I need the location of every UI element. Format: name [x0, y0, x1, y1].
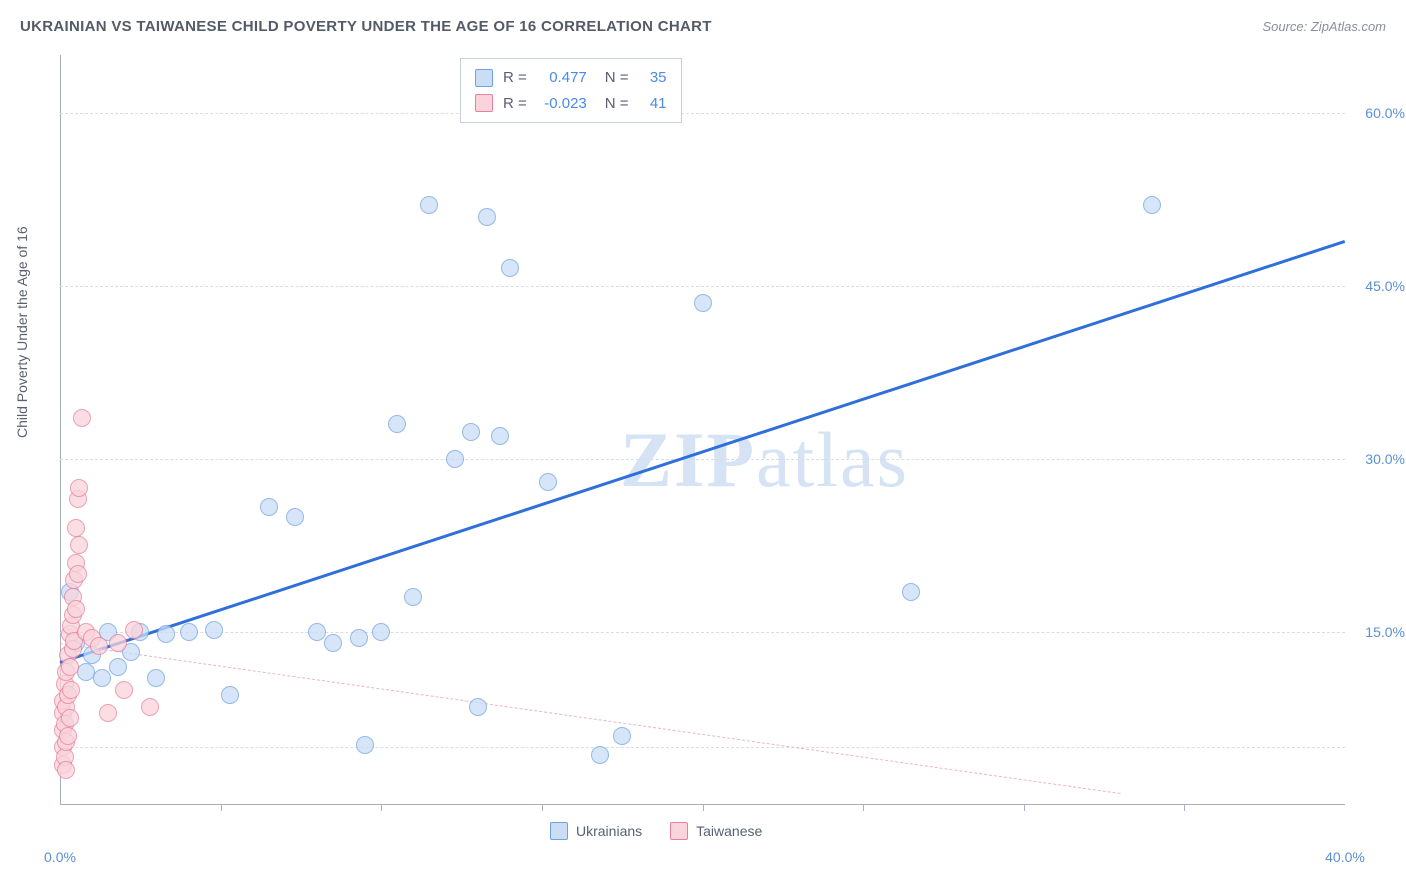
scatter-point-ukrainians [591, 746, 609, 764]
y-tick-label: 15.0% [1365, 624, 1405, 640]
scatter-point-ukrainians [613, 727, 631, 745]
y-tick-label: 45.0% [1365, 278, 1405, 294]
scatter-point-taiwanese [61, 709, 79, 727]
scatter-point-ukrainians [694, 294, 712, 312]
chart-header: UKRAINIAN VS TAIWANESE CHILD POVERTY UND… [20, 18, 1386, 35]
legend-swatch [475, 69, 493, 87]
scatter-point-ukrainians [388, 415, 406, 433]
x-tick [381, 805, 382, 811]
scatter-point-ukrainians [205, 621, 223, 639]
scatter-point-ukrainians [260, 498, 278, 516]
n-value: 41 [639, 91, 667, 117]
x-tick-label: 40.0% [1325, 849, 1365, 865]
scatter-point-taiwanese [125, 621, 143, 639]
stats-row: R = 0.477 N = 35 [475, 65, 667, 91]
scatter-point-ukrainians [324, 634, 342, 652]
scatter-point-ukrainians [491, 427, 509, 445]
scatter-point-taiwanese [141, 698, 159, 716]
scatter-point-ukrainians [308, 623, 326, 641]
n-value: 35 [639, 65, 667, 91]
scatter-point-taiwanese [57, 761, 75, 779]
x-tick [703, 805, 704, 811]
scatter-point-ukrainians [501, 259, 519, 277]
scatter-point-ukrainians [350, 629, 368, 647]
r-label: R = [503, 65, 527, 91]
n-label: N = [605, 65, 629, 91]
scatter-point-ukrainians [539, 473, 557, 491]
grid-line [60, 286, 1345, 287]
grid-line [60, 459, 1345, 460]
r-label: R = [503, 91, 527, 117]
y-axis-label: Child Poverty Under the Age of 16 [14, 226, 30, 438]
scatter-point-taiwanese [73, 409, 91, 427]
scatter-point-ukrainians [420, 196, 438, 214]
x-tick [1024, 805, 1025, 811]
legend-label: Taiwanese [696, 823, 762, 839]
watermark: ZIPatlas [620, 415, 909, 505]
scatter-point-ukrainians [180, 623, 198, 641]
scatter-point-taiwanese [62, 681, 80, 699]
scatter-point-taiwanese [67, 600, 85, 618]
scatter-point-taiwanese [70, 479, 88, 497]
scatter-point-ukrainians [147, 669, 165, 687]
trend-line-taiwanese [60, 643, 1120, 794]
stats-row: R = -0.023 N = 41 [475, 91, 667, 117]
stats-box: R = 0.477 N = 35 R = -0.023 N = 41 [460, 58, 682, 123]
scatter-point-ukrainians [93, 669, 111, 687]
scatter-point-taiwanese [99, 704, 117, 722]
r-value: 0.477 [537, 65, 587, 91]
scatter-point-ukrainians [157, 625, 175, 643]
scatter-point-ukrainians [446, 450, 464, 468]
grid-line [60, 113, 1345, 114]
scatter-point-ukrainians [356, 736, 374, 754]
legend-label: Ukrainians [576, 823, 642, 839]
scatter-point-taiwanese [70, 536, 88, 554]
scatter-point-ukrainians [902, 583, 920, 601]
chart-container: ZIPatlas 15.0%30.0%45.0%60.0%0.0%40.0% R… [60, 55, 1345, 835]
scatter-point-taiwanese [109, 634, 127, 652]
x-tick-label: 0.0% [44, 849, 76, 865]
chart-title: UKRAINIAN VS TAIWANESE CHILD POVERTY UND… [20, 18, 712, 35]
legend-swatch [475, 94, 493, 112]
r-value: -0.023 [537, 91, 587, 117]
scatter-point-ukrainians [221, 686, 239, 704]
legend-item: Taiwanese [670, 822, 762, 840]
bottom-legend: Ukrainians Taiwanese [550, 822, 762, 840]
scatter-point-ukrainians [286, 508, 304, 526]
scatter-point-taiwanese [90, 637, 108, 655]
x-tick [1184, 805, 1185, 811]
y-tick-label: 30.0% [1365, 451, 1405, 467]
scatter-point-taiwanese [59, 727, 77, 745]
n-label: N = [605, 91, 629, 117]
grid-line [60, 632, 1345, 633]
scatter-point-taiwanese [61, 658, 79, 676]
scatter-point-taiwanese [67, 519, 85, 537]
legend-swatch [550, 822, 568, 840]
scatter-point-ukrainians [1143, 196, 1161, 214]
y-tick-label: 60.0% [1365, 105, 1405, 121]
grid-line [60, 747, 1345, 748]
legend-swatch [670, 822, 688, 840]
source-attribution: Source: ZipAtlas.com [1262, 19, 1386, 34]
plot-area: ZIPatlas 15.0%30.0%45.0%60.0%0.0%40.0% [60, 55, 1345, 835]
x-tick [863, 805, 864, 811]
legend-item: Ukrainians [550, 822, 642, 840]
scatter-point-ukrainians [462, 423, 480, 441]
scatter-point-ukrainians [404, 588, 422, 606]
scatter-point-taiwanese [69, 565, 87, 583]
scatter-point-ukrainians [469, 698, 487, 716]
x-tick [221, 805, 222, 811]
x-tick [542, 805, 543, 811]
scatter-point-taiwanese [115, 681, 133, 699]
scatter-point-ukrainians [372, 623, 390, 641]
scatter-point-ukrainians [478, 208, 496, 226]
scatter-point-ukrainians [109, 658, 127, 676]
